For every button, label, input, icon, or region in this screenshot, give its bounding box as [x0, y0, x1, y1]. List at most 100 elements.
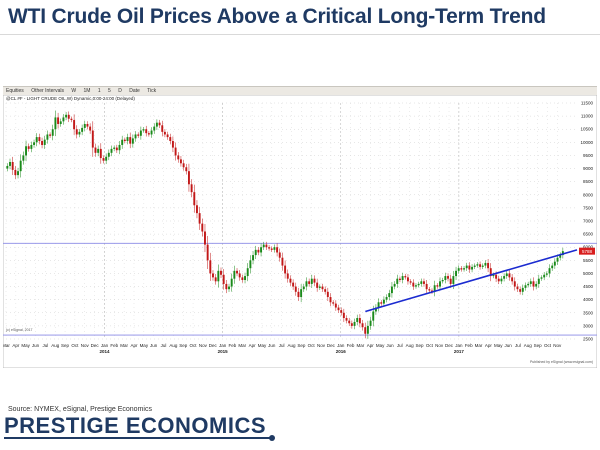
trendline	[365, 249, 578, 313]
brand-dot	[269, 435, 275, 441]
candle-body	[471, 266, 474, 270]
brand-logo-text: PRESTIGE ECONOMICS	[4, 413, 267, 438]
candle-body	[158, 122, 161, 126]
trendline-group	[365, 249, 578, 313]
toolbar-item-weekly[interactable]: W	[71, 88, 77, 94]
candle-body	[121, 139, 124, 145]
candle-body	[6, 165, 9, 169]
candle-body	[310, 278, 313, 284]
toolbar-item-other-intervals[interactable]: Other Intervals	[31, 88, 64, 94]
candle-body	[321, 286, 324, 290]
candle-body	[385, 297, 388, 300]
candle-body	[75, 129, 78, 135]
candle-body	[257, 249, 260, 253]
candle-body	[161, 125, 164, 132]
candle-body	[551, 265, 554, 269]
title-divider	[0, 34, 600, 35]
candle-body	[73, 120, 76, 130]
y-tick-label: 10500	[580, 127, 593, 132]
toolbar-item-1[interactable]: 1	[97, 88, 101, 94]
candle-body	[260, 247, 263, 253]
x-tick-label: Feb	[347, 343, 355, 348]
x-tick-label: Mar	[475, 343, 483, 348]
candle-body	[185, 167, 188, 172]
x-tick-label: Apr	[130, 343, 138, 348]
candle-body	[484, 262, 487, 266]
x-tick-label: Jun	[268, 343, 276, 348]
candle-body	[406, 277, 409, 282]
candle-body	[364, 327, 367, 334]
candle-body	[508, 273, 511, 278]
candle-body	[276, 247, 279, 253]
candle-body	[131, 138, 134, 144]
candle-body	[123, 139, 126, 142]
candle-body	[505, 273, 508, 277]
candle-body	[126, 137, 129, 142]
candle-body	[497, 278, 500, 282]
candle-body	[252, 255, 255, 261]
y-tick-label: 8500	[583, 179, 594, 184]
reference-lines	[3, 242, 597, 336]
candle-body	[233, 270, 236, 279]
candle-body	[217, 270, 220, 282]
candle-body	[51, 129, 54, 136]
x-tick-label: Jul	[515, 343, 521, 348]
candle-body	[409, 281, 412, 283]
y-tick-label: 5500	[583, 258, 594, 263]
candle-body	[190, 184, 193, 193]
candle-body	[139, 130, 142, 136]
year-label: 2015	[218, 349, 229, 354]
candle-body	[169, 137, 172, 142]
candle-body	[150, 130, 153, 135]
toolbar-item-5[interactable]: 5	[108, 88, 111, 94]
candle-body	[404, 276, 407, 278]
candle-body	[316, 282, 319, 288]
x-tick-label: Nov	[199, 343, 208, 348]
source-note: Source: NYMEX, eSignal, Prestige Economi…	[8, 406, 152, 413]
candle-body	[30, 144, 33, 149]
x-tick-label: Apr	[249, 343, 257, 348]
candle-body	[174, 147, 177, 156]
candle-body	[537, 278, 540, 284]
toolbar-item-date[interactable]: Date	[129, 88, 140, 94]
candle-body	[337, 307, 340, 311]
candle-body	[225, 283, 228, 290]
candle-body	[273, 247, 276, 250]
x-tick-label: Dec	[327, 343, 336, 348]
candle-body	[236, 270, 238, 274]
x-tick-label: Jul	[161, 343, 167, 348]
candle-body	[214, 277, 217, 282]
y-tick-label: 6000	[583, 245, 594, 250]
y-tick-label: 7500	[583, 205, 594, 210]
toolbar-item-daily[interactable]: D	[118, 88, 122, 94]
toolbar-item-tick[interactable]: Tick	[147, 88, 157, 94]
candle-body	[527, 283, 530, 286]
x-tick-label: Aug	[169, 343, 178, 348]
candle-body	[206, 244, 209, 261]
candle-body	[329, 297, 332, 303]
candle-body	[345, 318, 348, 321]
candles	[6, 110, 564, 339]
candle-body	[230, 278, 233, 287]
candle-body	[545, 273, 548, 275]
candle-body	[81, 127, 84, 132]
x-tick-label: Dec	[209, 343, 218, 348]
toolbar-item-monthly[interactable]: 1M	[83, 88, 91, 94]
candle-body	[179, 159, 182, 164]
candle-body	[201, 223, 204, 232]
year-label: 2017	[454, 349, 465, 354]
candle-body	[524, 285, 527, 288]
gridlines	[5, 102, 577, 340]
candle-body	[393, 283, 396, 287]
x-tick-label: Jan	[455, 343, 463, 348]
candle-body	[529, 281, 532, 284]
candle-body	[86, 123, 89, 127]
candle-body	[318, 286, 321, 288]
x-tick-label: Apr	[485, 343, 493, 348]
candle-body	[308, 281, 311, 284]
candle-body	[65, 114, 68, 118]
x-tick-label: May	[494, 343, 503, 348]
candle-body	[102, 158, 105, 161]
candle-body	[417, 283, 420, 286]
toolbar-item-equities[interactable]: Equities	[6, 88, 24, 94]
